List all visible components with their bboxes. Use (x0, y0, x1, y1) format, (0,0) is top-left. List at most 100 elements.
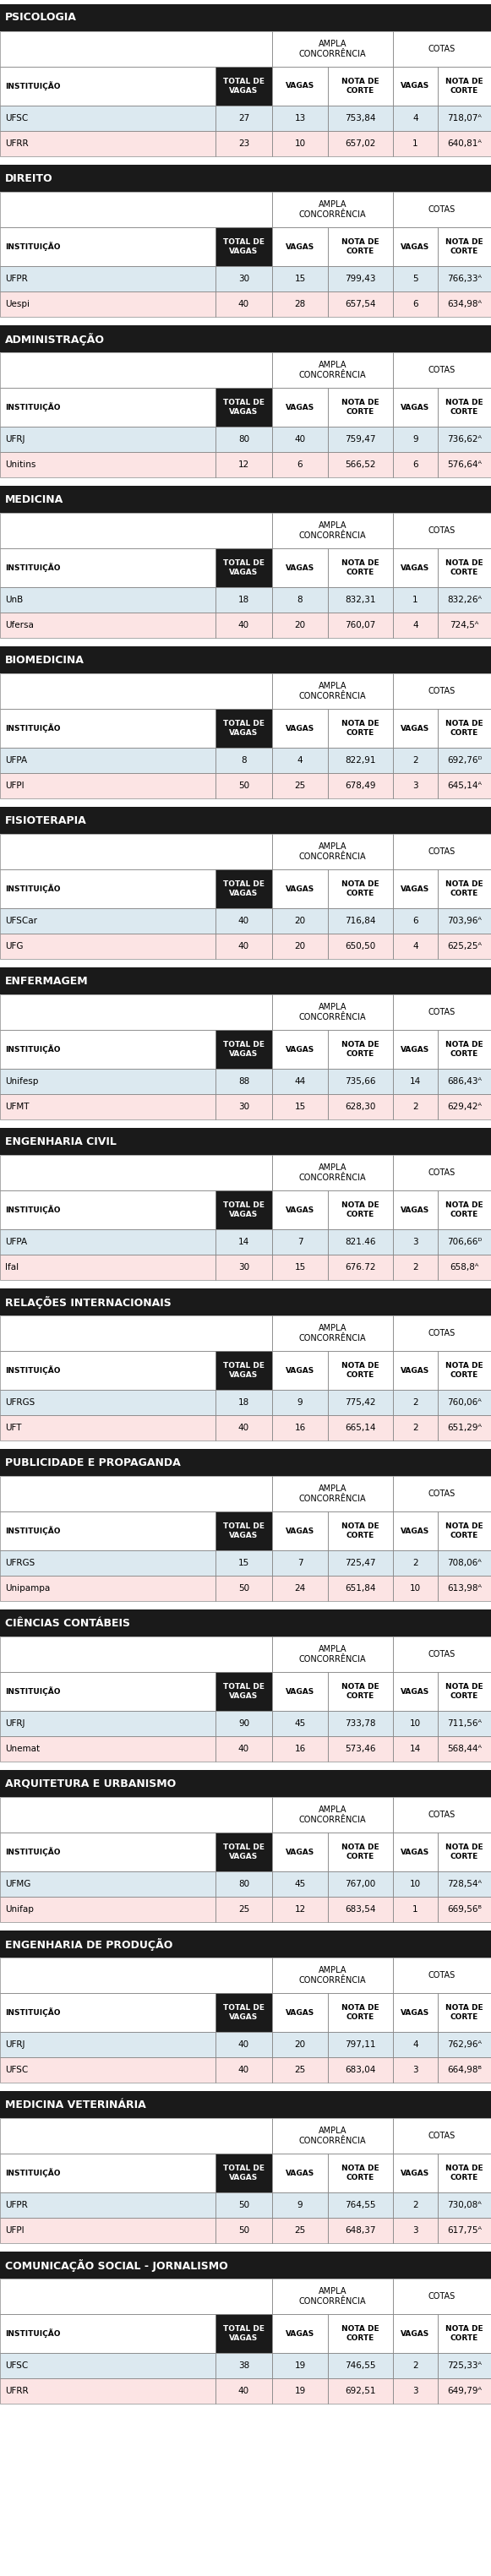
Text: 799,43: 799,43 (345, 276, 376, 283)
Bar (328, 291, 393, 317)
Bar (216, 587, 272, 613)
Bar (272, 131, 328, 157)
Bar (393, 909, 438, 933)
Text: 2: 2 (412, 1103, 418, 1110)
Bar (272, 31, 393, 67)
Bar (0, 1770, 491, 1798)
Bar (393, 2032, 438, 2058)
Bar (328, 1577, 393, 1602)
Bar (272, 1030, 328, 1069)
Bar (272, 2280, 393, 2313)
Bar (216, 1069, 272, 1095)
Bar (272, 2192, 328, 2218)
Bar (393, 1636, 491, 1672)
Text: INSTITUIÇÃO: INSTITUIÇÃO (5, 2329, 60, 2339)
Bar (272, 868, 328, 909)
Text: 832,31: 832,31 (345, 595, 376, 605)
Bar (438, 2058, 491, 2081)
Text: 4: 4 (412, 943, 418, 951)
Text: 50: 50 (238, 1584, 249, 1592)
Bar (438, 106, 491, 131)
Bar (0, 513, 272, 549)
Bar (0, 2251, 491, 2280)
Text: VAGAS: VAGAS (286, 2169, 314, 2177)
Text: 19: 19 (295, 2362, 305, 2370)
Text: Unemat: Unemat (5, 1744, 40, 1754)
Text: 6: 6 (297, 461, 303, 469)
Text: 80: 80 (238, 435, 249, 443)
Bar (216, 2352, 272, 2378)
Bar (0, 31, 272, 67)
Text: COTAS: COTAS (428, 1170, 456, 1177)
Text: NOTA DE
CORTE: NOTA DE CORTE (445, 2004, 483, 2020)
Bar (0, 1577, 216, 1602)
Text: MEDICINA: MEDICINA (5, 495, 64, 505)
Text: INSTITUIÇÃO: INSTITUIÇÃO (5, 1687, 60, 1695)
Bar (0, 1255, 216, 1280)
Bar (272, 1672, 328, 1710)
Bar (328, 1710, 393, 1736)
Bar (328, 1229, 393, 1255)
Text: ENGENHARIA CIVIL: ENGENHARIA CIVIL (5, 1136, 116, 1146)
Bar (393, 291, 438, 317)
Bar (393, 191, 491, 227)
Bar (328, 1350, 393, 1391)
Bar (328, 708, 393, 747)
Text: 649,79ᴬ: 649,79ᴬ (447, 2388, 482, 2396)
Bar (438, 613, 491, 639)
Bar (438, 933, 491, 958)
Bar (393, 513, 491, 549)
Text: 716,84: 716,84 (345, 917, 376, 925)
Bar (328, 106, 393, 131)
Bar (328, 1095, 393, 1121)
Text: 10: 10 (410, 1718, 421, 1728)
Bar (272, 1551, 328, 1577)
Bar (438, 1391, 491, 1414)
Bar (272, 1577, 328, 1602)
Text: 669,56ᴮ: 669,56ᴮ (447, 1906, 482, 1914)
Text: UFSC: UFSC (5, 2066, 28, 2074)
Bar (272, 587, 328, 613)
Bar (272, 773, 328, 799)
Bar (0, 969, 491, 994)
Text: TOTAL DE
VAGAS: TOTAL DE VAGAS (223, 1844, 265, 1860)
Bar (272, 1636, 393, 1672)
Bar (272, 2058, 328, 2081)
Bar (393, 191, 491, 227)
Bar (393, 227, 438, 265)
Bar (328, 587, 393, 613)
Bar (438, 265, 491, 291)
Bar (0, 2218, 216, 2244)
Text: 613,98ᴬ: 613,98ᴬ (447, 1584, 482, 1592)
Bar (438, 1994, 491, 2032)
Bar (438, 2154, 491, 2192)
Text: NOTA DE
CORTE: NOTA DE CORTE (342, 881, 379, 896)
Text: 665,14: 665,14 (345, 1425, 376, 1432)
Bar (328, 2378, 393, 2403)
Bar (272, 291, 328, 317)
Text: VAGAS: VAGAS (401, 1847, 430, 1855)
Text: VAGAS: VAGAS (401, 1206, 430, 1213)
Bar (438, 1736, 491, 1762)
Bar (272, 31, 393, 67)
Bar (0, 1551, 216, 1577)
Bar (272, 587, 328, 613)
Text: 40: 40 (238, 2040, 249, 2048)
Text: VAGAS: VAGAS (286, 242, 314, 250)
Bar (0, 2032, 216, 2058)
Text: 2: 2 (412, 757, 418, 765)
Text: 7: 7 (297, 1236, 303, 1247)
Text: VAGAS: VAGAS (401, 886, 430, 894)
Text: TOTAL DE
VAGAS: TOTAL DE VAGAS (223, 240, 265, 255)
Text: 50: 50 (238, 2200, 249, 2210)
Text: TOTAL DE
VAGAS: TOTAL DE VAGAS (223, 77, 265, 95)
Bar (328, 131, 393, 157)
Bar (272, 747, 328, 773)
Bar (272, 1069, 328, 1095)
Text: 10: 10 (410, 1584, 421, 1592)
Text: INSTITUIÇÃO: INSTITUIÇÃO (5, 1046, 60, 1054)
Bar (438, 549, 491, 587)
Bar (216, 227, 272, 265)
Bar (272, 1095, 328, 1121)
Bar (328, 291, 393, 317)
